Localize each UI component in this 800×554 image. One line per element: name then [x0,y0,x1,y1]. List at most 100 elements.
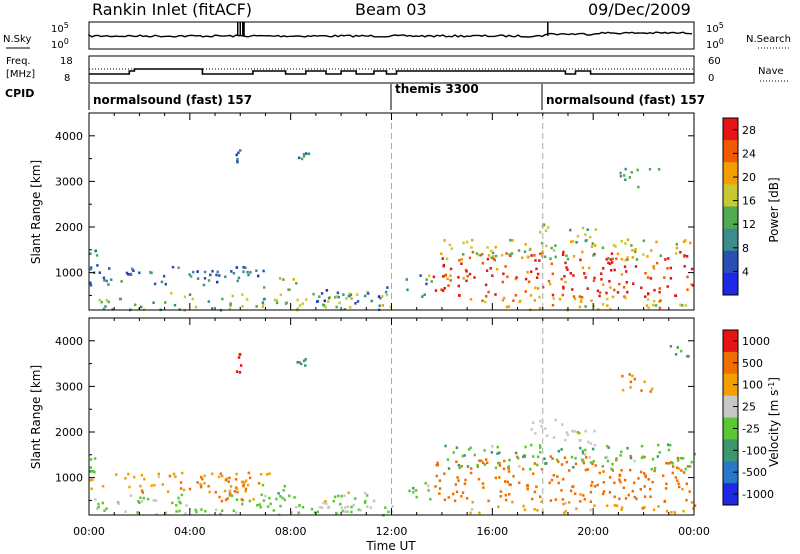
echo-cell [164,511,167,515]
echo-cell [615,457,618,460]
echo-cell [412,490,415,494]
echo-cell [305,152,308,155]
echo-cell [540,500,543,503]
colorbar-tick-label: -25 [742,422,760,435]
echo-cell [658,290,661,294]
echo-cell [325,502,328,506]
echo-cell [262,303,265,307]
echo-cell [619,171,622,175]
echo-cell [633,377,636,381]
echo-cell [565,254,568,258]
echo-cell [499,490,503,493]
echo-cell [682,471,686,474]
echo-cell [273,298,277,302]
echo-cell [199,475,203,479]
echo-cell [573,430,576,433]
echo-cell [237,356,241,359]
echo-cell [337,295,340,299]
echo-cell [483,463,487,466]
echo-cell [235,153,238,157]
echo-cell [301,505,305,509]
echo-cell [269,502,272,506]
echo-cell [467,448,471,451]
echo-cell [414,489,418,492]
echo-cell [557,460,560,463]
echo-cell [335,511,338,515]
echo-cell [679,250,682,254]
echo-cell [563,456,567,460]
echo-cell [652,267,656,270]
echo-cell [679,303,682,307]
echo-cell [443,239,446,242]
echo-cell [444,274,447,277]
colorbar-tick-label: 16 [742,195,756,208]
echo-cell [619,454,622,457]
nsky-tick-top: 105 [51,21,69,35]
echo-cell [441,257,444,260]
nave-tick-bottom: 0 [708,73,714,84]
echo-cell [551,303,555,307]
echo-cell [195,510,198,514]
echo-cell [652,508,656,512]
echo-cell [551,293,555,297]
echo-cell [498,476,501,479]
echo-cell [554,244,557,247]
colorbar-swatch [723,351,738,375]
echo-cell [664,487,668,490]
echo-cell [301,302,304,305]
echo-cell [646,276,650,279]
echo-cell [582,494,585,497]
echo-cell [650,467,653,471]
echo-cell [495,267,499,271]
echo-cell [667,448,671,452]
echo-cell [354,302,357,305]
echo-cell [429,498,432,501]
echo-cell [536,272,540,276]
echo-cell [346,505,350,508]
echo-cell [458,294,461,297]
echo-cell [610,269,613,272]
echo-cell [256,504,259,507]
echo-cell [140,473,143,477]
nsearch-label: N.Search [746,34,791,45]
echo-cell [602,481,605,484]
echo-cell [501,299,505,302]
echo-cell [551,457,554,460]
echo-cell [95,254,99,257]
echo-cell [534,286,537,290]
echo-cell [586,287,589,290]
echo-cell [566,268,569,271]
echo-cell [246,483,250,487]
echo-cell [98,298,101,302]
echo-cell [681,457,685,460]
echo-cell [389,305,392,309]
echo-cell [606,297,609,301]
echo-cell [650,249,653,252]
echo-cell [539,495,542,499]
echo-cell [228,494,232,497]
echo-cell [228,476,231,480]
echo-cell [90,487,93,491]
echo-cell [675,466,679,469]
echo-cell [408,489,411,493]
echo-cell [444,444,447,448]
echo-cell [619,480,622,484]
echo-cell [534,432,537,435]
echo-cell [515,276,518,279]
echo-cell [262,269,265,273]
echo-cell [594,464,597,467]
echo-cell [510,252,514,255]
echo-cell [305,298,308,301]
echo-cell [550,262,553,266]
echo-cell [463,454,466,457]
power-echo-cells [89,113,695,312]
echo-cell [591,480,594,484]
echo-cell [425,282,428,286]
echo-cell [677,482,680,485]
echo-cell [611,469,614,472]
echo-cell [632,282,635,285]
echo-cell [236,160,239,163]
echo-cell [465,270,468,273]
echo-cell [589,461,593,464]
echo-cell [667,257,670,260]
